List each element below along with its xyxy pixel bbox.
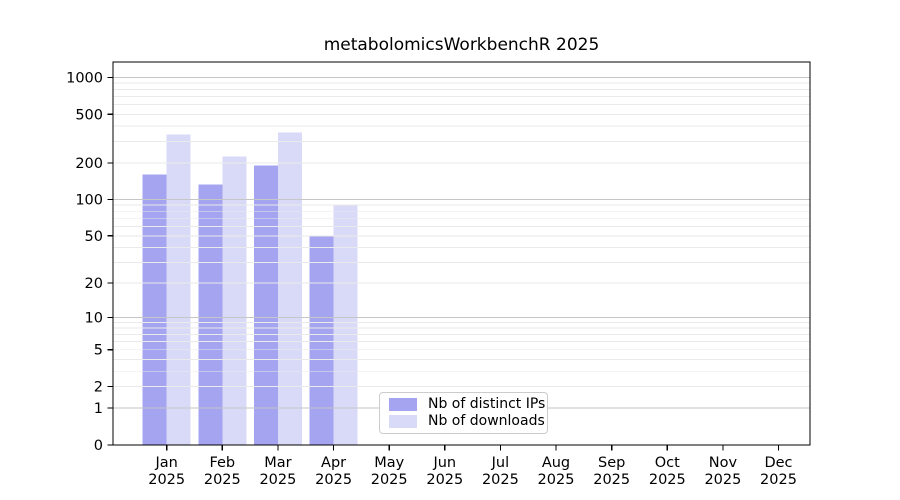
x-tick-label-month: Apr — [321, 455, 346, 471]
x-tick-label-year: 2025 — [315, 472, 352, 488]
x-tick-label-year: 2025 — [482, 472, 519, 488]
legend-item-downloads: Nb of downloads — [389, 413, 545, 430]
x-tick-label-year: 2025 — [148, 472, 185, 488]
legend-label-downloads: Nb of downloads — [428, 413, 545, 429]
bar-distinct-ips-jan — [142, 174, 167, 445]
bar-downloads-mar — [277, 132, 302, 446]
plot-frame — [112, 61, 811, 446]
y-tick-label: 2 — [94, 380, 103, 396]
y-tick-label: 500 — [75, 107, 103, 123]
x-tick-label-month: Dec — [764, 455, 792, 471]
legend-swatch-downloads — [389, 415, 417, 428]
bar-distinct-ips-feb — [198, 184, 223, 445]
y-tick-label: 100 — [75, 193, 103, 209]
legend-swatch-distinct-ips — [389, 398, 417, 411]
legend-label-distinct-ips: Nb of distinct IPs — [428, 396, 546, 412]
bar-distinct-ips-mar — [253, 165, 278, 445]
y-tick-label: 1000 — [66, 71, 103, 87]
x-tick-label-year: 2025 — [371, 472, 408, 488]
bar-distinct-ips-apr — [309, 235, 334, 445]
x-tick-label-month: Aug — [542, 455, 570, 471]
y-tick-label: 20 — [85, 276, 103, 292]
x-tick-label-month: Sep — [598, 455, 625, 471]
bar-downloads-jan — [166, 134, 191, 445]
y-tick-label: 50 — [85, 229, 103, 245]
y-tick-label: 0 — [94, 438, 103, 454]
y-tick-label: 200 — [75, 156, 103, 172]
x-tick-label-month: Oct — [655, 455, 680, 471]
x-tick-label-month: Jan — [155, 455, 178, 471]
chart-legend: Nb of distinct IPs Nb of downloads — [379, 392, 548, 434]
x-tick-label-month: May — [374, 455, 404, 471]
x-tick-label-year: 2025 — [259, 472, 296, 488]
x-tick-label-year: 2025 — [426, 472, 463, 488]
x-tick-label-year: 2025 — [704, 472, 741, 488]
legend-item-distinct-ips: Nb of distinct IPs — [389, 396, 545, 413]
x-tick-label-year: 2025 — [204, 472, 241, 488]
x-tick-label-month: Jun — [432, 455, 456, 471]
y-tick-label: 1 — [94, 401, 103, 417]
x-tick-label-year: 2025 — [649, 472, 686, 488]
x-tick-label-month: Feb — [209, 455, 235, 471]
x-tick-label-month: Nov — [709, 455, 738, 471]
x-tick-label-year: 2025 — [760, 472, 797, 488]
bar-downloads-apr — [333, 205, 358, 445]
x-tick-label-month: Mar — [264, 455, 291, 471]
chart-title: metabolomicsWorkbenchR 2025 — [323, 35, 600, 55]
x-tick-label-year: 2025 — [538, 472, 575, 488]
x-tick-label-year: 2025 — [593, 472, 630, 488]
x-tick-label-month: Jul — [491, 455, 510, 471]
y-tick-label: 10 — [85, 310, 103, 326]
y-tick-label: 5 — [94, 343, 103, 359]
